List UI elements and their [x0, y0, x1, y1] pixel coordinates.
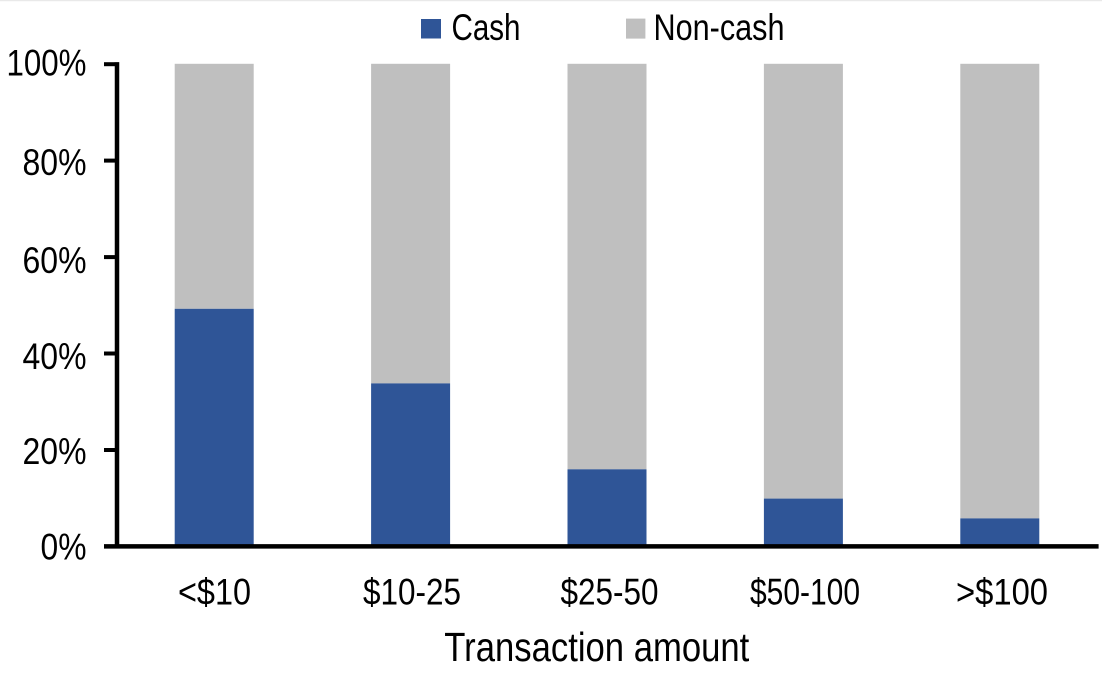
svg-text:<$10: <$10 [178, 572, 251, 613]
svg-text:$10-25: $10-25 [363, 572, 461, 613]
svg-text:0%: 0% [41, 527, 87, 568]
svg-text:20%: 20% [23, 431, 87, 472]
svg-text:$50-100: $50-100 [750, 572, 860, 613]
svg-text:Non-cash: Non-cash [654, 7, 785, 48]
svg-text:40%: 40% [23, 336, 87, 377]
svg-text:$25-50: $25-50 [561, 572, 659, 613]
svg-text:100%: 100% [7, 43, 87, 84]
svg-text:Cash: Cash [452, 7, 521, 48]
svg-text:60%: 60% [23, 240, 87, 281]
svg-text:Transaction amount: Transaction amount [444, 624, 750, 670]
svg-text:>$100: >$100 [956, 572, 1048, 613]
svg-text:80%: 80% [23, 142, 87, 183]
